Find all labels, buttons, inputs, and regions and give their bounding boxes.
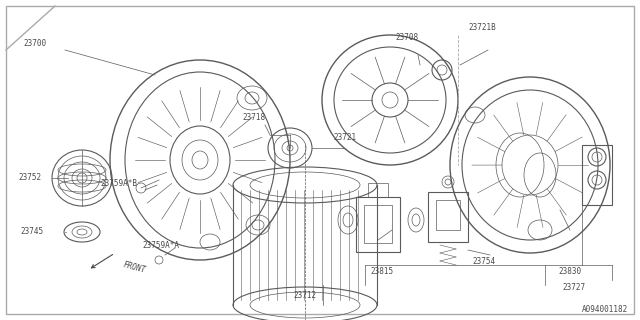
Text: 23759A*B: 23759A*B [100, 179, 137, 188]
Text: FRONT: FRONT [122, 261, 147, 275]
Text: 23754: 23754 [472, 258, 495, 267]
Text: 23718: 23718 [242, 114, 265, 123]
Bar [364, 205, 392, 243]
Bar [368, 183, 388, 197]
Bar [436, 200, 460, 230]
Text: 23745: 23745 [20, 228, 43, 236]
Text: 23759A*A: 23759A*A [142, 241, 179, 250]
Text: 23721B: 23721B [468, 23, 496, 33]
Text: 23815: 23815 [370, 268, 393, 276]
Bar [428, 192, 468, 242]
Text: 23708: 23708 [395, 34, 418, 43]
Text: 23830: 23830 [558, 268, 581, 276]
Text: 23752: 23752 [18, 173, 41, 182]
Text: 23700: 23700 [23, 38, 46, 47]
Bar [582, 145, 612, 205]
Text: 23712: 23712 [293, 291, 316, 300]
Bar [356, 197, 400, 252]
Text: 23727: 23727 [562, 284, 585, 292]
Text: A094001182: A094001182 [582, 306, 628, 315]
Text: 23721: 23721 [333, 133, 356, 142]
